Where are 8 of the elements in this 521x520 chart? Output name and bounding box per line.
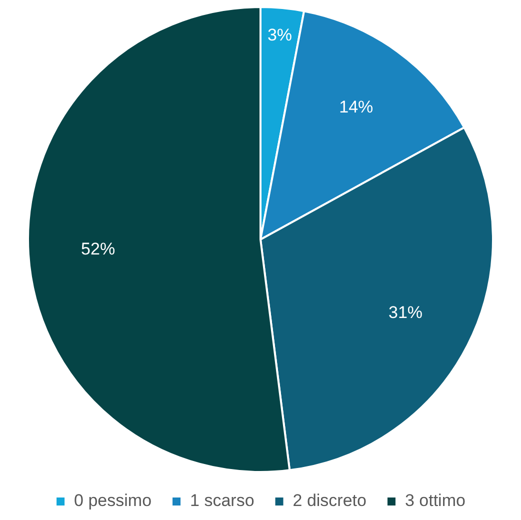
legend-label: 3 ottimo	[404, 491, 466, 510]
data-label: 52%	[81, 239, 116, 258]
data-label: 14%	[339, 98, 374, 117]
legend-label: 0 pessimo	[74, 491, 152, 510]
data-label: 31%	[388, 303, 423, 322]
data-label: 3%	[267, 25, 292, 44]
legend-label: 2 discreto	[292, 491, 366, 510]
legend-label: 1 scarso	[190, 491, 254, 510]
